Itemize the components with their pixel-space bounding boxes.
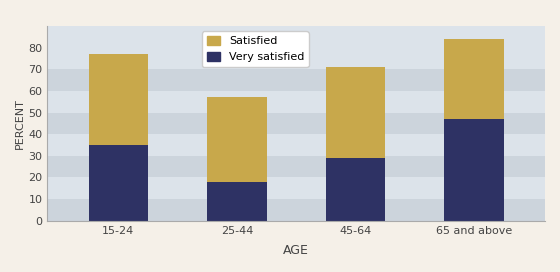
Bar [326,158,385,221]
Bar [444,39,503,119]
Bar [47,48,545,69]
Bar [47,69,545,91]
Bar [47,91,545,113]
Bar [444,119,503,221]
Bar [326,67,385,158]
Bar [207,97,267,182]
Bar [47,134,545,156]
Bar [47,113,545,134]
Y-axis label: PERCENT: PERCENT [15,98,25,149]
Bar [47,178,545,199]
Bar [47,199,545,221]
X-axis label: AGE: AGE [283,244,309,257]
Bar [89,145,148,221]
Bar [89,54,148,145]
Bar [207,182,267,221]
Bar [47,156,545,178]
Legend: Satisfied, Very satisfied: Satisfied, Very satisfied [202,32,309,67]
